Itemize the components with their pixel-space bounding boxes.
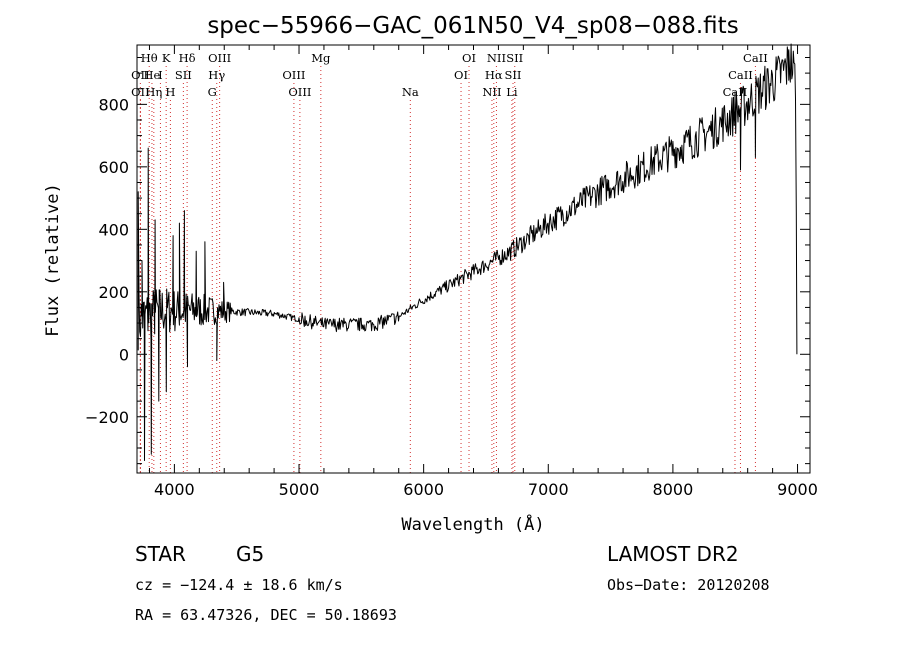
line-label-Hγ: Hγ: [208, 68, 225, 82]
line-label-Hα: Hα: [485, 68, 503, 82]
x-axis-ticks: 4000 5000 6000 7000 8000 9000: [148, 45, 818, 499]
line-label-OI: OI: [454, 68, 468, 82]
y-axis-label: Flux (relative): [43, 183, 63, 337]
x-tick-label: 7000: [528, 480, 569, 499]
line-label-K: K: [162, 51, 171, 65]
spectral-line-markers: [139, 66, 756, 473]
line-label-OIII: OIII: [282, 68, 305, 82]
line-label-H: H: [165, 85, 175, 99]
y-axis-ticks: −200 0 200 400 600 800: [85, 56, 810, 465]
line-label-He: He: [144, 68, 161, 82]
coordinates: RA = 63.47326, DEC = 50.18693: [135, 606, 397, 624]
line-label-Hη: Hη: [145, 85, 162, 99]
line-label-OI: OI: [462, 51, 476, 65]
line-label-Hθ: Hθ: [141, 51, 158, 65]
survey-name: LAMOST DR2: [607, 542, 739, 566]
x-tick-label: 4000: [154, 480, 195, 499]
x-tick-label: 5000: [279, 480, 320, 499]
x-axis-label: Wavelength (Å): [401, 513, 544, 535]
line-label-NII: NII: [482, 85, 501, 99]
line-label-CaII: CaII: [728, 68, 753, 82]
line-label-Na: Na: [402, 85, 419, 99]
line-label-CaII: CaII: [743, 51, 768, 65]
y-tick-label: 200: [98, 283, 129, 302]
observation-date: Obs−Date: 20120208: [607, 576, 770, 594]
line-label-NII: NII: [487, 51, 506, 65]
x-tick-label: 6000: [403, 480, 444, 499]
plot-frame: [136, 44, 811, 474]
y-tick-label: −200: [85, 408, 129, 427]
y-tick-label: 800: [98, 95, 129, 114]
y-tick-label: 600: [98, 158, 129, 177]
line-label-I: I: [158, 68, 163, 82]
line-label-SII: SII: [506, 51, 523, 65]
redshift-velocity: cz = −124.4 ± 18.6 km/s: [135, 576, 343, 594]
line-label-G: G: [208, 85, 217, 99]
line-label-Li: Li: [506, 85, 518, 99]
object-class: STAR: [135, 542, 186, 566]
x-tick-label: 9000: [777, 480, 818, 499]
line-label-Mg: Mg: [311, 51, 331, 65]
line-label-Hδ: Hδ: [179, 51, 196, 65]
x-tick-label: 8000: [653, 480, 694, 499]
line-label-SII: SII: [175, 68, 192, 82]
spectral-subclass: G5: [236, 542, 264, 566]
line-label-OII: OII: [131, 68, 150, 82]
y-tick-label: 0: [119, 345, 129, 364]
line-label-OIII: OIII: [288, 85, 311, 99]
line-label-OII: OII: [131, 85, 150, 99]
line-label-OIII: OIII: [208, 51, 231, 65]
chart-title: spec−55966−GAC_061N50_V4_sp08−088.fits: [207, 13, 738, 39]
line-label-SII: SII: [505, 68, 522, 82]
y-tick-label: 400: [98, 220, 129, 239]
flux-spectrum-line: [137, 43, 798, 461]
